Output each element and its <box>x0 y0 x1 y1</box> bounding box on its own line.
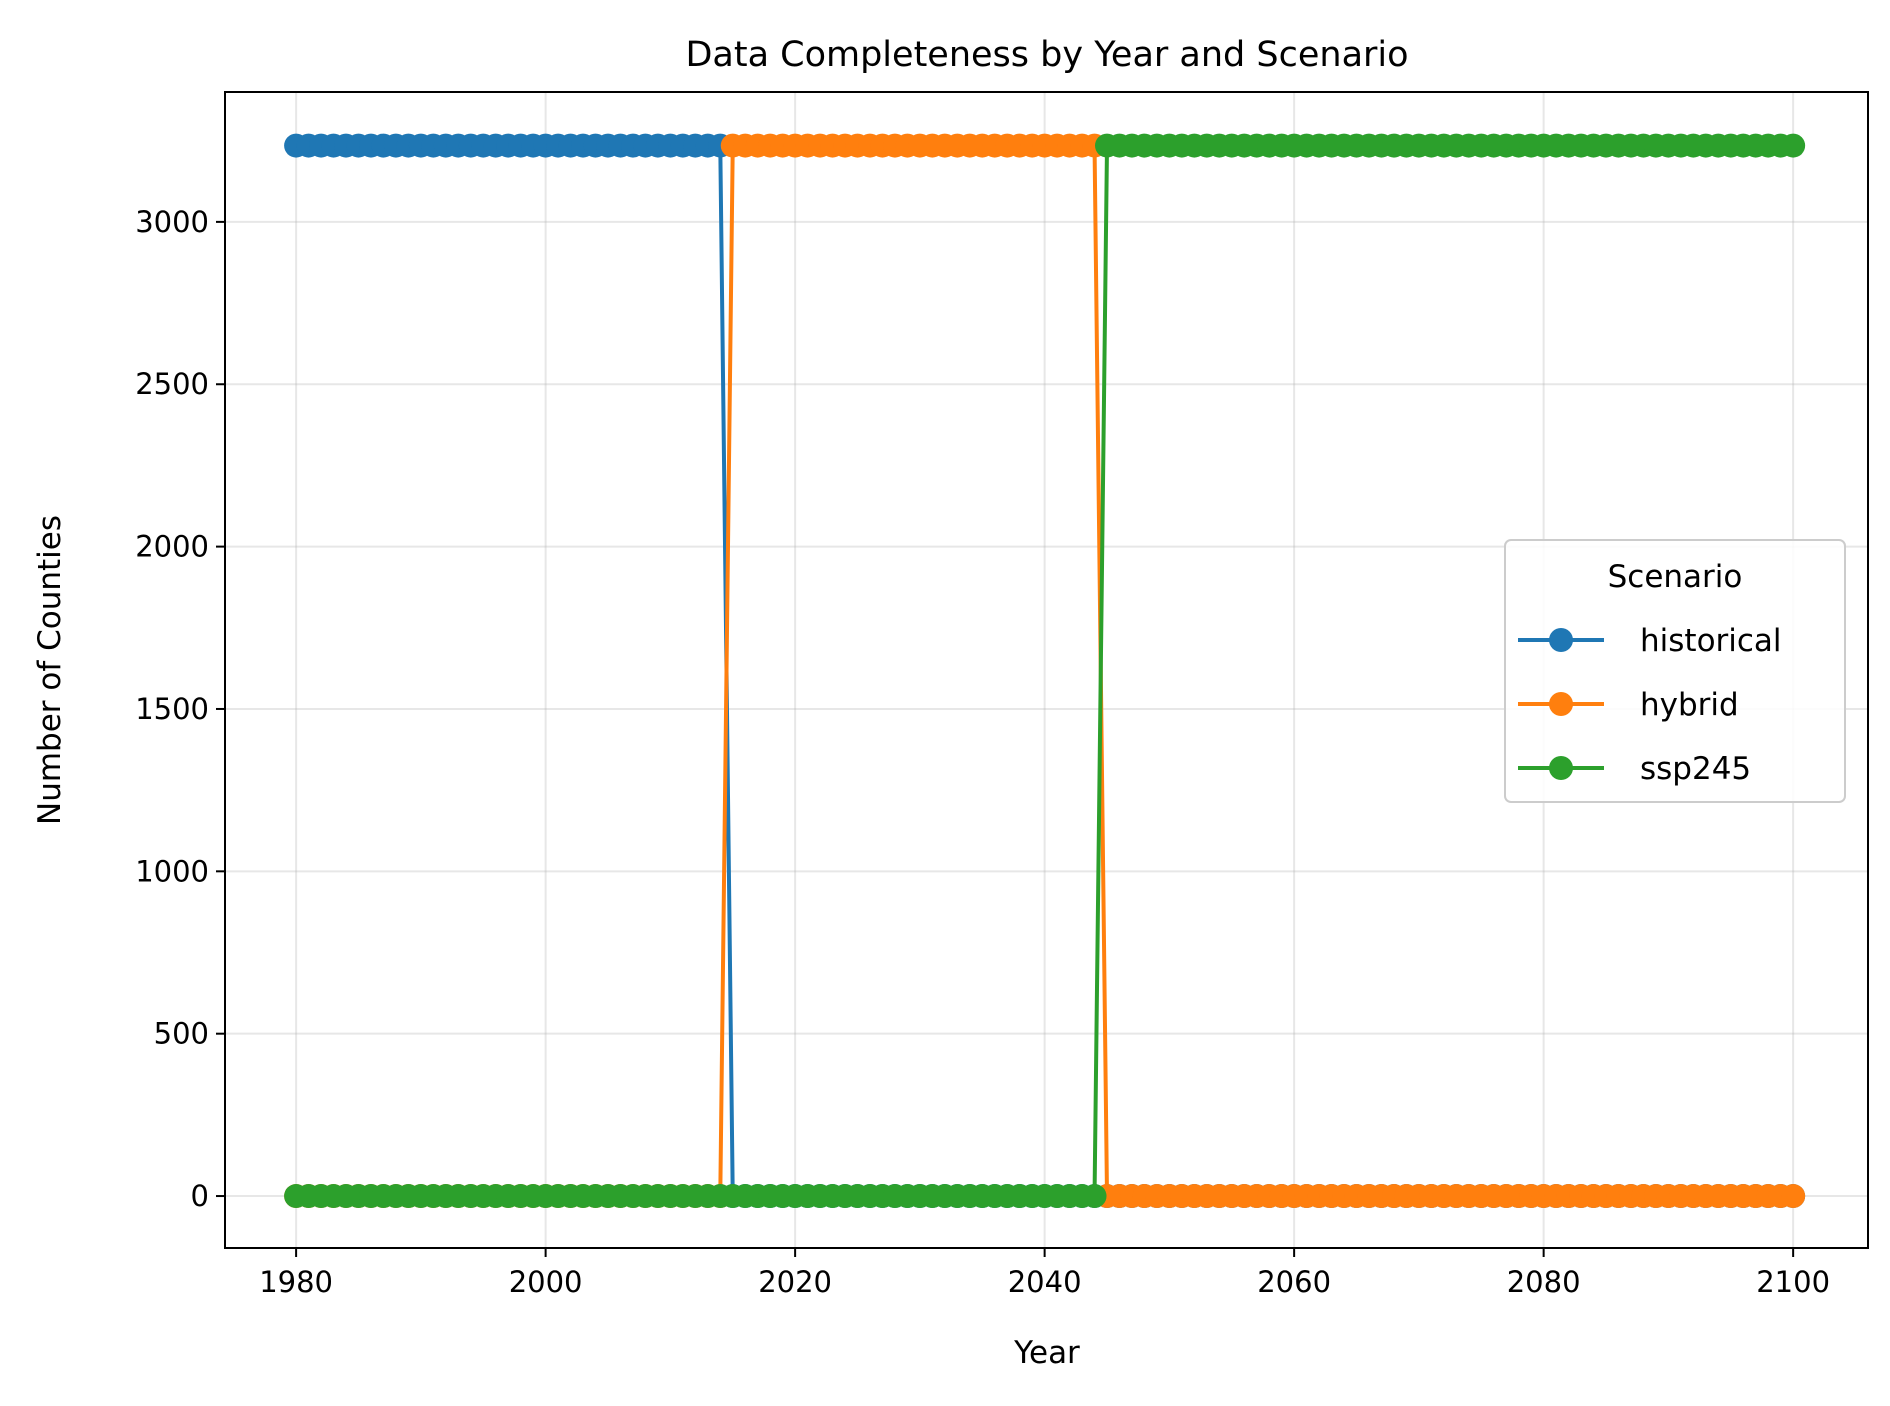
x-tick-label: 2100 <box>1756 1265 1830 1299</box>
y-tick-label: 2000 <box>135 530 209 564</box>
x-tick-label: 2060 <box>1257 1265 1331 1299</box>
y-tick-label: 2500 <box>135 367 209 401</box>
y-axis: 0 500 1000 1500 2000 2500 3000 <box>135 205 225 1213</box>
x-axis-label: Year <box>1013 1335 1080 1371</box>
legend-box <box>1504 539 1846 803</box>
legend-marker-historical <box>1549 628 1573 652</box>
y-tick-label: 500 <box>154 1017 209 1051</box>
legend-title: Scenario <box>1608 559 1743 595</box>
data-point <box>1781 133 1806 158</box>
x-axis: 1980 2000 2020 2040 2060 2080 2100 <box>259 1248 1830 1299</box>
plot-frame <box>224 91 1869 1249</box>
legend-marker-ssp245 <box>1549 756 1573 780</box>
y-axis-label: Number of Counties <box>32 515 68 825</box>
x-tick-label: 2080 <box>1507 1265 1581 1299</box>
data-point <box>1781 1184 1806 1209</box>
y-tick-label: 0 <box>191 1179 209 1213</box>
legend: Scenario historical hybrid ssp245 <box>1504 539 1846 803</box>
x-tick-label: 2020 <box>758 1265 832 1299</box>
x-tick-label: 2040 <box>1008 1265 1082 1299</box>
legend-marker-hybrid <box>1549 692 1573 716</box>
y-tick-label: 1000 <box>135 854 209 888</box>
legend-label-historical: historical <box>1640 623 1782 659</box>
legend-label-ssp245: ssp245 <box>1640 751 1751 787</box>
x-tick-label: 2000 <box>509 1265 583 1299</box>
y-tick-label: 1500 <box>135 692 209 726</box>
x-tick-label: 1980 <box>259 1265 333 1299</box>
data-point <box>1082 1184 1107 1209</box>
chart-title: Data Completeness by Year and Scenario <box>685 35 1408 75</box>
legend-items: historical hybrid ssp245 <box>1518 623 1782 787</box>
series-ssp245 <box>284 133 1806 1209</box>
plot-lines <box>284 133 1806 1209</box>
legend-label-hybrid: hybrid <box>1640 687 1739 723</box>
y-tick-label: 3000 <box>135 205 209 239</box>
